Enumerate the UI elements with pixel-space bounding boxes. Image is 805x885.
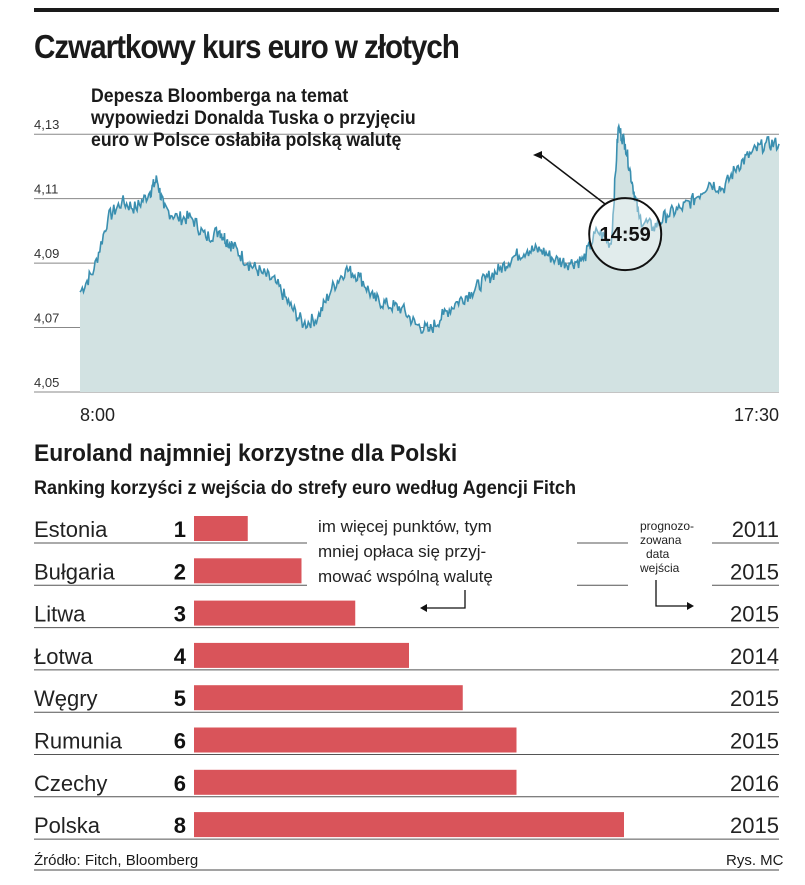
year-bg [716,640,780,669]
rank-bg [164,514,190,542]
y-tick-label: 4,13 [34,117,59,132]
ranking-rows: Estonia 1 2011 Bułgaria 2 2015 Litwa 3 2015 Łotwa… [30,514,780,840]
annotation-arrowhead [533,151,542,159]
rank-bg [164,767,190,796]
source-note: Źródło: Fitch, Bloomberg [34,852,199,869]
country-bg [30,725,158,754]
ranking-bar [194,516,248,541]
entry-year-label: 2015 [730,559,779,584]
points-note-arrowhead [420,604,427,612]
rate-series-line [79,122,780,334]
annotation-line-3: euro w Polsce osłabiła polską walutę [91,130,402,151]
rank-label: 2 [174,559,186,584]
rank-label: 6 [174,771,186,796]
country-label: Polska [34,813,101,838]
chart1-annotation: Depesza Bloomberga na temat wypowiedzi D… [91,86,416,152]
country-bg [30,683,158,712]
country-label: Rumunia [34,729,123,754]
country-label: Czechy [34,771,107,796]
rank-label: 4 [174,644,187,669]
ranking-bar [194,600,356,626]
annotation-pointer [540,154,606,205]
year-note-arrowhead [687,602,694,610]
rank-bg [164,725,190,754]
x-tick-end: 17:30 [734,405,779,425]
country-bg [30,767,158,796]
rank-bg [164,556,190,585]
rate-area-fill [80,125,779,393]
points-note-line-1: im więcej punktów, tym [318,517,492,536]
country-label: Łotwa [34,644,93,669]
rank-bg [164,598,190,627]
ranking-bar [194,812,624,838]
rank-bg [164,683,190,712]
y-tick-label: 4,05 [34,375,59,390]
year-note-line-2: zowana [640,533,682,547]
country-bg [30,514,158,542]
annotation-line-1: Depesza Bloomberga na temat [91,86,349,107]
credit-note: Rys. MC [726,852,784,869]
year-note-arrow [655,580,690,607]
x-tick-start: 8:00 [80,405,115,425]
rank-label: 6 [174,729,186,754]
ranking-bar [194,642,409,668]
top-rule [34,8,779,12]
annotation-line-2: wypowiedzi Donalda Tuska o przyjęciu [91,108,416,129]
points-note-line-2: mniej opłaca się przyj- [318,542,486,561]
year-bg [716,767,780,796]
country-label: Estonia [34,517,108,542]
year-bg [716,683,780,712]
entry-year-label: 2015 [730,686,779,711]
ranking-bar [194,558,302,584]
y-tick-label: 4,11 [34,182,58,197]
country-label: Litwa [34,602,86,627]
chart1-y-ticks: 4,13 4,11 4,09 4,07 4,05 [34,117,59,390]
ranking-bar [194,727,517,753]
year-bg [716,810,780,839]
country-label: Bułgaria [34,559,115,584]
entry-year-label: 2015 [730,813,779,838]
rank-bg [164,810,190,839]
chart1-title: Czwartkowy kurs euro w złotych [34,28,460,65]
rank-label: 5 [174,686,186,711]
ranking-bar [194,685,463,711]
chart2-subtitle: Ranking korzyści z wejścia do strefy eur… [34,478,576,499]
points-note-line-3: mować wspólną walutę [318,567,493,586]
entry-year-label: 2016 [730,771,779,796]
rank-label: 3 [174,602,186,627]
chart2-title: Euroland najmniej korzystne dla Polski [34,440,458,467]
country-bg [30,598,158,627]
year-bg [716,556,780,585]
country-bg [30,640,158,669]
year-bg [716,514,780,542]
year-note-line-3: data [646,547,670,561]
rank-label: 8 [174,813,186,838]
entry-year-label: 2015 [730,602,779,627]
ranking-bar [194,769,517,795]
rank-bg [164,640,190,669]
y-tick-label: 4,07 [34,311,59,326]
country-bg [30,556,158,585]
entry-year-label: 2015 [730,729,779,754]
points-note-arrow [422,590,466,609]
entry-year-label: 2014 [730,644,779,669]
y-tick-label: 4,09 [34,246,59,261]
year-note-line-4: wejścia [639,561,680,575]
country-bg [30,810,158,839]
country-label: Węgry [34,686,98,711]
points-note: im więcej punktów, tym mniej opłaca się … [307,512,577,612]
annotation-circle [588,197,663,272]
year-bg [716,725,780,754]
entry-year-label: 2011 [732,517,779,542]
year-bg [716,598,780,627]
rank-label: 1 [174,517,186,542]
chart1-gridlines [34,133,779,393]
annotation-time-label: 14:59 [600,224,651,246]
year-note: prognozo- zowana data wejścia [628,512,712,610]
year-note-line-1: prognozo- [640,519,694,533]
